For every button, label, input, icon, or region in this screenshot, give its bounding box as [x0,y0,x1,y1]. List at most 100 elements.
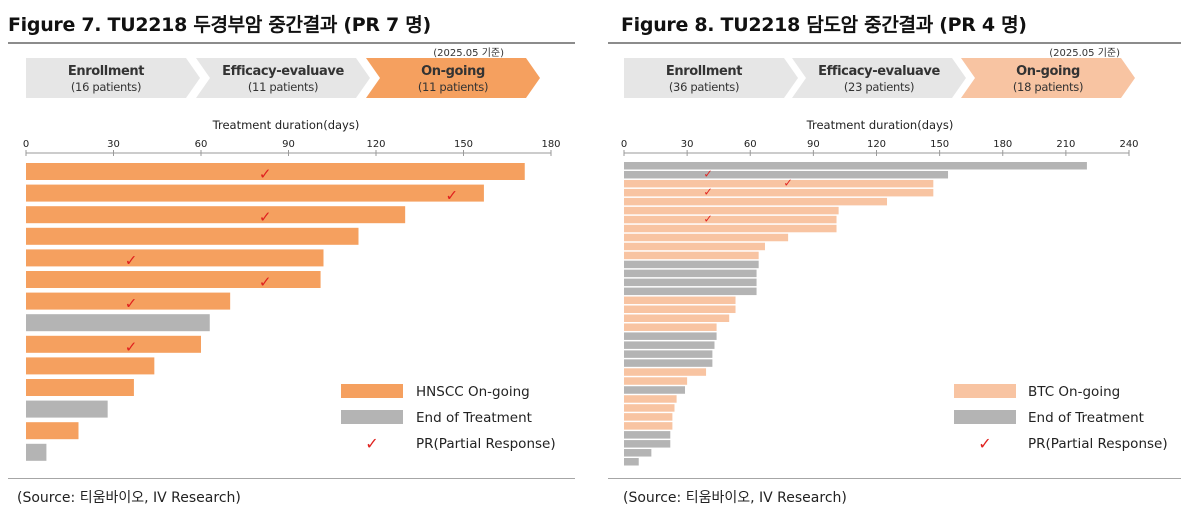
bar [26,292,231,310]
legend-pr-label: PR(Partial Response) [1028,436,1168,452]
legend-end-of-treatment-swatch [954,410,1016,424]
pr-check-icon: ✓ [125,251,138,269]
bar [26,227,359,245]
pr-check-icon: ✓ [704,212,713,225]
stage-count: (11 patients) [418,80,488,94]
bar [26,443,47,461]
stage-chevron-1 [792,58,966,98]
legend: BTC On-going End of Treatment ✓ PR(Partial … [954,384,1168,453]
stage-count: (16 patients) [71,80,141,94]
x-tick-label: 180 [541,139,560,150]
bar [624,278,757,287]
pr-check-icon: ✓ [259,208,272,226]
bar [26,163,525,180]
bar [624,395,677,403]
bar [624,242,765,251]
source-note: (Source: 티움바이오, IV Research) [17,490,241,506]
bar-series: ✓ ✓ ✓ ✓ [624,162,1087,466]
bar [624,449,652,457]
x-tick-label: 30 [681,139,694,150]
bar [624,206,839,215]
x-tick-label: 60 [195,139,208,150]
title-rule [8,42,575,44]
x-axis-title: Treatment duration(days) [212,118,360,132]
bar [26,184,484,202]
bar [624,440,671,448]
bar [624,359,713,367]
x-tick-label: 210 [1056,139,1075,150]
legend-ongoing-label: HNSCC On-going [416,384,530,400]
bar [624,458,639,466]
x-tick-label: 90 [282,139,295,150]
legend-end-of-treatment-label: End of Treatment [416,410,532,426]
bar [26,422,79,440]
stage-count: (18 patients) [1013,80,1083,94]
legend-ongoing-label: BTC On-going [1028,384,1120,400]
x-axis-ticks: 0 30 60 90 120 150 180 [23,139,561,156]
bar [624,260,759,269]
bottom-rule [608,478,1181,479]
stage-name: Enrollment [68,64,144,79]
pr-check-icon: ✓ [704,167,713,180]
x-tick-label: 150 [930,139,949,150]
stage-chevron-0 [26,58,200,98]
bar [26,357,155,375]
bar [26,379,134,396]
chart-canvas: (2025.05 기준) Enrollment(16 patients) Effi… [23,47,561,461]
pr-check-icon: ✓ [704,185,713,198]
bar [26,206,406,224]
stage-chevron-1 [196,58,370,98]
bar [624,170,949,179]
bar [624,386,686,394]
pr-check-icon: ✓ [125,338,138,356]
chart-canvas: (2025.05 기준) Enrollment(36 patients) Effi… [621,47,1168,466]
bar [26,314,210,332]
enrollment-flow: Enrollment(36 patients) Efficacy-evaluave… [624,58,1135,98]
bar [26,335,201,353]
pr-check-icon: ✓ [125,295,138,313]
x-axis-ticks: 0 30 60 90 120 150 180 210 240 [621,139,1139,156]
legend-end-of-treatment-swatch [341,410,403,424]
stage-name: Efficacy-evaluave [818,64,940,79]
x-tick-label: 30 [107,139,120,150]
x-tick-label: 120 [867,139,886,150]
x-tick-label: 90 [807,139,820,150]
stage-chevron-0 [624,58,798,98]
bar [624,287,757,296]
enrollment-flow: Enrollment(16 patients) Efficacy-evaluave… [26,58,540,98]
source-note: (Source: 티움바이오, IV Research) [623,490,847,506]
figure-7-panel: Figure 7. TU2218 두경부암 중간결과 (PR 7 명) (202… [0,0,592,514]
figure-title: Figure 8. TU2218 담도암 중간결과 (PR 4 명) [621,14,1027,36]
legend-pr-label: PR(Partial Response) [416,436,556,452]
bar [26,271,321,288]
stage-count: (23 patients) [844,80,914,94]
bar [624,162,1087,170]
x-tick-label: 60 [744,139,757,150]
date-note: (2025.05 기준) [433,47,504,59]
figure-title: Figure 7. TU2218 두경부암 중간결과 (PR 7 명) [8,14,431,36]
stage-name: Efficacy-evaluave [222,64,344,79]
bar [624,350,713,358]
x-tick-label: 0 [621,139,627,150]
bar [624,197,888,206]
stage-count: (36 patients) [669,80,739,94]
bar [624,188,934,197]
check-icon: ✓ [365,434,378,453]
legend-end-of-treatment-label: End of Treatment [1028,410,1144,426]
pr-check-icon: ✓ [259,165,272,183]
bar [624,233,789,242]
bar [624,179,934,188]
bottom-rule [8,478,575,479]
bar [624,377,688,385]
figure-8-panel: Figure 8. TU2218 담도암 중간결과 (PR 4 명) (2025… [598,0,1185,514]
bar [624,341,715,349]
stage-count: (11 patients) [248,80,318,94]
bar [26,400,108,418]
x-axis-title: Treatment duration(days) [806,118,954,132]
bar [624,404,675,412]
x-tick-label: 120 [366,139,385,150]
legend: HNSCC On-going End of Treatment ✓ PR(Partia… [341,384,556,453]
x-tick-label: 150 [454,139,473,150]
date-note: (2025.05 기준) [1049,47,1120,59]
bar [624,323,717,331]
